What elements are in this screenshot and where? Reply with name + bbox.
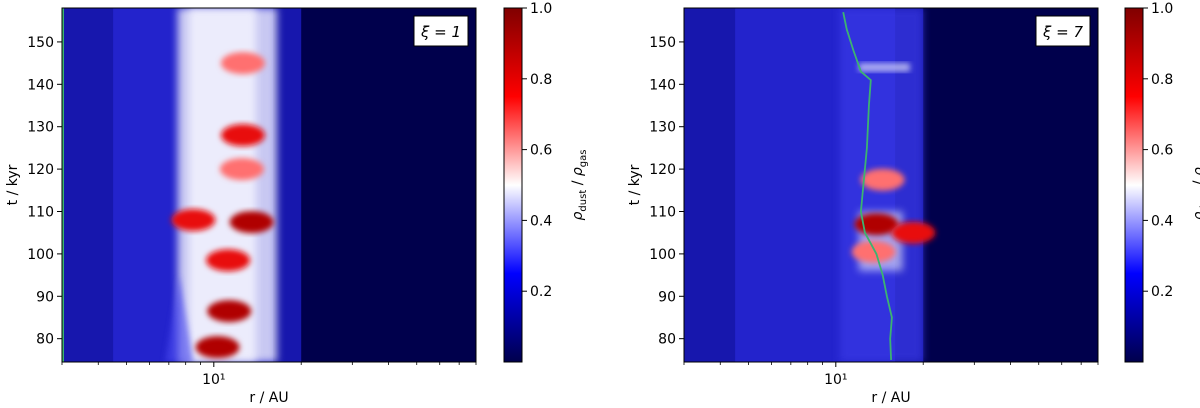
colorbar-tick-label: 0.4 xyxy=(1151,213,1173,229)
panel-2: 80 90 100 110 120 130 140 150 10¹ r / AU t / kyr ξ … xyxy=(627,1,1200,406)
heatmap-streak xyxy=(858,63,910,72)
y-tick-label: 130 xyxy=(27,120,54,136)
panel-label-box xyxy=(413,15,469,47)
y-tick-label: 150 xyxy=(27,35,54,51)
colorbar-tick-label: 0.6 xyxy=(1151,143,1173,159)
y-tick-label: 100 xyxy=(27,247,54,263)
y-tick-label: 110 xyxy=(649,204,676,220)
y-tick-label: 150 xyxy=(649,35,676,51)
y-tick-label: 80 xyxy=(658,332,676,348)
panel-1: 80 90 100 110 120 130 140 150 10¹ r / AU t / kyr ξ … xyxy=(5,1,589,406)
heatmap-hotspot xyxy=(206,249,251,272)
colorbar-tick-label: 0.6 xyxy=(530,143,552,159)
colorbar xyxy=(503,7,523,363)
y-axis-label: t / kyr xyxy=(5,164,21,205)
colorbar-tick-label: 0.8 xyxy=(530,72,552,88)
heatmap-hotspot xyxy=(195,336,240,359)
panel-label: ξ = 1 xyxy=(420,23,461,41)
colorbar-label: ρdust / ρgas xyxy=(1191,150,1200,221)
heatmap-hotspot xyxy=(207,300,252,323)
heatmap-hotspot xyxy=(891,221,936,244)
colorbar-label: ρdust / ρgas xyxy=(570,150,589,221)
y-tick-label: 110 xyxy=(27,204,54,220)
colorbar-tick-label: 1.0 xyxy=(530,1,552,17)
y-tick-label: 90 xyxy=(36,289,54,305)
heatmap-field xyxy=(684,8,1098,362)
x-tick-label: 10¹ xyxy=(202,372,225,388)
heatmap-hotspot xyxy=(229,211,274,234)
heatmap-hotspot xyxy=(220,52,265,75)
plot-frame xyxy=(61,7,477,363)
heatmap-hotspot xyxy=(220,124,265,147)
heatmap-hotspot xyxy=(851,240,896,263)
heatmap-hotspot xyxy=(219,158,264,181)
colorbar-tick-label: 0.2 xyxy=(1151,284,1173,300)
heatmap-hotspot xyxy=(860,168,905,191)
panel-label: ξ = 7 xyxy=(1042,23,1083,41)
colorbar-tick-label: 0.4 xyxy=(530,213,552,229)
y-tick-label: 80 xyxy=(36,332,54,348)
y-tick-label: 120 xyxy=(649,162,676,178)
y-axis-label: t / kyr xyxy=(627,164,643,205)
x-axis-label: r / AU xyxy=(249,390,288,406)
colorbar-tick-label: 1.0 xyxy=(1151,1,1173,17)
plot-frame xyxy=(683,7,1099,363)
y-tick-label: 140 xyxy=(27,77,54,93)
series-line xyxy=(842,12,893,360)
colorbar xyxy=(1124,7,1144,363)
y-tick-label: 90 xyxy=(658,289,676,305)
colorbar-tick-label: 0.2 xyxy=(530,284,552,300)
y-tick-label: 100 xyxy=(649,247,676,263)
y-tick-label: 140 xyxy=(649,77,676,93)
heatmap-field xyxy=(62,8,476,362)
x-tick-label: 10¹ xyxy=(824,372,847,388)
y-tick-label: 120 xyxy=(27,162,54,178)
heatmap-hotspot xyxy=(171,208,216,231)
y-tick-label: 130 xyxy=(649,120,676,136)
heatmap-hotspot xyxy=(854,213,899,236)
panel-label-box xyxy=(1035,15,1091,47)
heatmap-wedge xyxy=(165,275,194,362)
x-axis-label: r / AU xyxy=(871,390,910,406)
colorbar-tick-label: 0.8 xyxy=(1151,72,1173,88)
